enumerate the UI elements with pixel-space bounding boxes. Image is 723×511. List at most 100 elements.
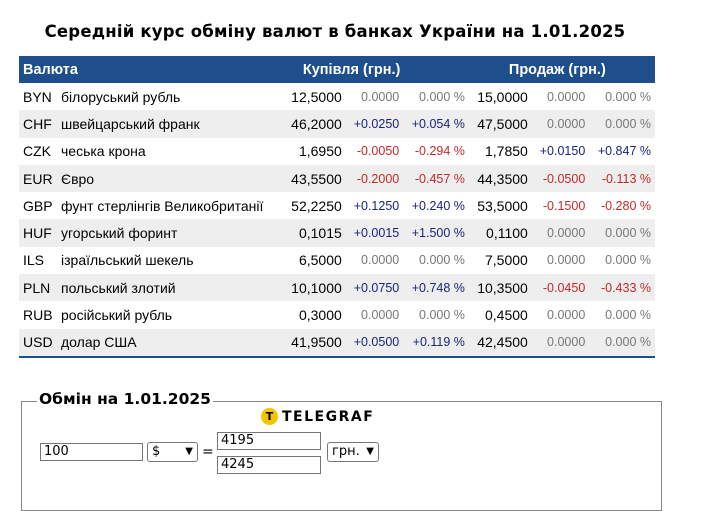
sell-rate: 42,4500 xyxy=(468,328,532,357)
sell-rate: 15,0000 xyxy=(477,88,528,105)
currency-select-value: $ xyxy=(152,444,161,459)
sell-change: -0.1500 xyxy=(542,198,586,213)
sell-rate: 47,5000 xyxy=(468,110,532,138)
sell-rate: 44,3500 xyxy=(468,164,532,193)
buy-change-percent: 0.000 % xyxy=(419,253,465,268)
buy-rate: 1,6950 xyxy=(298,143,342,160)
sell-rate: 10,3500 xyxy=(468,274,532,302)
rates-table-body: BYN білоруський рубль 12,5000 0.0000 0.000 %… xyxy=(19,83,655,357)
currency-name: долар США xyxy=(57,328,283,357)
buy-change-percent: 0.000 % xyxy=(419,89,465,104)
currency-code: ILS xyxy=(23,252,45,269)
buy-change: -0.2000 xyxy=(345,164,404,193)
sell-change-percent: 0.000 % xyxy=(589,328,655,357)
chevron-down-icon: ▼ xyxy=(366,446,374,457)
currency-name: угорський форинт xyxy=(57,219,283,247)
table-row: ILS ізраїльський шекель 6,5000 0.0000 0.000 … xyxy=(19,247,655,274)
sell-rate: 0,1100 xyxy=(468,219,532,247)
currency-select[interactable]: $ ▼ xyxy=(147,442,198,462)
sell-change-percent: 0.000 % xyxy=(589,219,655,247)
buy-rate: 10,1000 xyxy=(282,274,346,302)
buy-rate: 52,2250 xyxy=(291,197,342,214)
exchange-legend: Обмін на 1.01.2025 xyxy=(37,390,213,408)
sell-change-percent: 0.000 % xyxy=(605,308,651,323)
sell-change-percent: -0.280 % xyxy=(600,198,651,213)
currency-name: швейцарський франк xyxy=(57,110,283,138)
sell-change: +0.0150 xyxy=(539,144,586,159)
table-row: EUR Євро 43,5500 -0.2000 -0.457 % 44,3500 -0.0… xyxy=(19,164,655,193)
sell-rate: 53,5000 xyxy=(477,197,528,214)
buy-change-percent: +0.240 % xyxy=(411,198,465,213)
buy-change-percent: -0.294 % xyxy=(414,144,465,159)
currency-code: RUB xyxy=(23,307,53,324)
buy-change: +0.0250 xyxy=(345,110,404,138)
header-currency: Валюта xyxy=(19,56,283,83)
sell-change: -0.0500 xyxy=(531,164,590,193)
currency-name: фунт стерлінгів Великобританії xyxy=(61,197,264,214)
target-currency-value: грн. xyxy=(332,444,360,459)
rates-table: Валюта Купівля (грн.) Продаж (грн.) BYN б… xyxy=(19,56,655,358)
sell-change: 0.0000 xyxy=(547,308,586,323)
exchange-panel: Обмін на 1.01.2025 T TELEGRAF 100 $ ▼ = … xyxy=(21,390,662,511)
buy-rate: 0,3000 xyxy=(298,307,342,324)
buy-change-percent: +1.500 % xyxy=(403,219,469,247)
target-currency-select[interactable]: грн. ▼ xyxy=(327,442,379,462)
buy-rate: 6,5000 xyxy=(298,252,342,269)
sell-change-percent: -0.113 % xyxy=(589,164,655,193)
currency-name: Євро xyxy=(57,164,283,193)
result-buy-field[interactable]: 4195 xyxy=(217,432,321,450)
buy-change: 0.0000 xyxy=(361,253,400,268)
currency-name: чеська крона xyxy=(61,143,146,160)
buy-rate: 12,5000 xyxy=(291,88,342,105)
currency-name: білоруський рубль xyxy=(61,88,181,105)
currency-name: польський злотий xyxy=(57,274,283,302)
buy-change: +0.0500 xyxy=(345,328,404,357)
table-row: PLN польський злотий 10,1000 +0.0750 +0.748 … xyxy=(19,274,655,302)
buy-change: 0.0000 xyxy=(361,89,400,104)
sell-change-percent: +0.847 % xyxy=(597,144,651,159)
chevron-down-icon: ▼ xyxy=(185,446,193,457)
currency-code: USD xyxy=(19,328,57,357)
buy-change-percent: +0.054 % xyxy=(403,110,469,138)
buy-change: +0.0015 xyxy=(345,219,404,247)
buy-change-percent: +0.119 % xyxy=(403,328,469,357)
buy-rate: 0,1015 xyxy=(282,219,346,247)
buy-change-percent: +0.748 % xyxy=(403,274,469,302)
header-buy: Купівля (грн.) xyxy=(282,56,469,83)
table-row: USD долар США 41,9500 +0.0500 +0.119 % 42,450… xyxy=(19,328,655,357)
sell-rate: 7,5000 xyxy=(484,252,528,269)
amount-input[interactable]: 100 xyxy=(40,443,143,461)
buy-change: +0.0750 xyxy=(345,274,404,302)
result-sell-field[interactable]: 4245 xyxy=(217,456,321,474)
buy-rate: 46,2000 xyxy=(282,110,346,138)
currency-name: ізраїльський шекель xyxy=(61,252,194,269)
buy-change: 0.0000 xyxy=(361,308,400,323)
sell-change: 0.0000 xyxy=(531,219,590,247)
currency-code: CHF xyxy=(19,110,57,138)
sell-change-percent: 0.000 % xyxy=(605,89,651,104)
table-header-row: Валюта Купівля (грн.) Продаж (грн.) xyxy=(19,56,655,83)
buy-change: -0.0050 xyxy=(356,144,400,159)
currency-code: HUF xyxy=(19,219,57,247)
currency-code: EUR xyxy=(19,164,57,193)
telegraf-logo-text: TELEGRAF xyxy=(282,408,375,425)
table-row: CHF швейцарський франк 46,2000 +0.0250 +0.05… xyxy=(19,110,655,138)
sell-change-percent: 0.000 % xyxy=(589,110,655,138)
equals-sign: = xyxy=(202,444,214,460)
buy-rate: 43,5500 xyxy=(282,164,346,193)
sell-change: 0.0000 xyxy=(531,110,590,138)
sell-change-percent: 0.000 % xyxy=(605,253,651,268)
table-row: GBP фунт стерлінгів Великобританії 52,2250… xyxy=(19,192,655,219)
telegraf-logo-icon: T xyxy=(261,408,278,425)
buy-rate: 41,9500 xyxy=(282,328,346,357)
table-row: BYN білоруський рубль 12,5000 0.0000 0.000 %… xyxy=(19,83,655,110)
table-row: CZK чеська крона 1,6950 -0.0050 -0.294 % 1,78… xyxy=(19,138,655,165)
header-sell: Продаж (грн.) xyxy=(468,56,655,83)
sell-change: 0.0000 xyxy=(531,328,590,357)
sell-rate: 0,4500 xyxy=(484,307,528,324)
sell-rate: 1,7850 xyxy=(484,143,528,160)
sell-change: -0.0450 xyxy=(531,274,590,302)
currency-code: PLN xyxy=(19,274,57,302)
currency-name: російський рубль xyxy=(61,307,173,324)
sell-change: 0.0000 xyxy=(547,89,586,104)
